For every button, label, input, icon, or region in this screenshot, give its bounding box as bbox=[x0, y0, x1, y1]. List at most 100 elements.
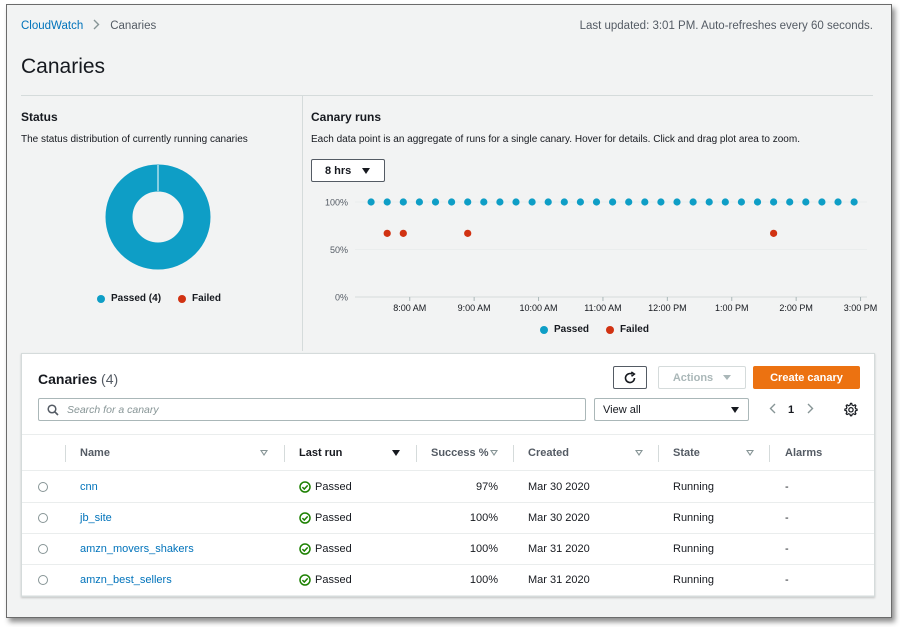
passed-data-point[interactable] bbox=[834, 198, 842, 206]
passed-data-point[interactable] bbox=[383, 198, 391, 206]
last-updated-text: Last updated: 3:01 PM. Auto-refreshes ev… bbox=[579, 20, 873, 32]
column-header-last-run[interactable]: Last run bbox=[299, 435, 342, 471]
passed-data-point[interactable] bbox=[415, 198, 424, 206]
sort-caret-icon[interactable] bbox=[746, 450, 754, 456]
column-divider bbox=[416, 445, 417, 462]
passed-data-point[interactable] bbox=[496, 198, 504, 206]
success-percent: 100% bbox=[469, 574, 498, 586]
passed-data-point[interactable] bbox=[609, 198, 617, 206]
passed-data-point[interactable] bbox=[753, 198, 762, 206]
column-divider bbox=[284, 445, 285, 462]
canary-name-link[interactable]: jb_site bbox=[80, 512, 112, 524]
legend-failed[interactable]: Failed bbox=[606, 324, 649, 335]
legend-failed[interactable]: Failed bbox=[178, 293, 221, 304]
passed-data-point[interactable] bbox=[544, 198, 552, 206]
x-tick-label: 10:00 AM bbox=[520, 303, 558, 313]
chevron-left-icon[interactable] bbox=[763, 401, 781, 418]
passed-data-point[interactable] bbox=[464, 198, 472, 206]
pagination: 1 bbox=[763, 398, 819, 421]
row-select-radio[interactable] bbox=[38, 513, 48, 523]
row-select-radio[interactable] bbox=[38, 544, 48, 554]
passed-data-point[interactable] bbox=[657, 198, 665, 206]
gear-icon[interactable] bbox=[843, 402, 858, 417]
canary-name-link[interactable]: amzn_best_sellers bbox=[80, 574, 172, 586]
chevron-right-icon[interactable] bbox=[801, 401, 819, 418]
passed-data-point[interactable] bbox=[770, 198, 778, 206]
x-tick-label: 12:00 PM bbox=[648, 303, 687, 313]
search-icon bbox=[47, 403, 59, 416]
breadcrumb-cloudwatch-link[interactable]: CloudWatch bbox=[21, 20, 84, 32]
column-divider bbox=[513, 445, 514, 462]
passed-data-point[interactable] bbox=[367, 198, 375, 206]
x-tick-label: 8:00 AM bbox=[393, 303, 426, 313]
passed-data-point[interactable] bbox=[818, 198, 826, 206]
legend-passed[interactable]: Passed bbox=[540, 324, 589, 335]
search-input[interactable]: Search for a canary bbox=[38, 398, 586, 421]
table-row[interactable]: amzn_best_sellers Passed 100% Mar 31 2020 Ru… bbox=[22, 565, 874, 596]
column-header-created[interactable]: Created bbox=[528, 435, 569, 471]
passed-data-point[interactable] bbox=[512, 198, 520, 206]
check-circle-icon bbox=[299, 481, 311, 493]
passed-data-point[interactable] bbox=[673, 198, 681, 206]
passed-data-point[interactable] bbox=[625, 198, 633, 206]
passed-data-point[interactable] bbox=[448, 198, 456, 206]
create-canary-button[interactable]: Create canary bbox=[753, 366, 860, 389]
table-row[interactable]: cnn Passed 97% Mar 30 2020 Running - bbox=[22, 472, 874, 503]
column-divider bbox=[769, 445, 770, 462]
table-count: (4) bbox=[101, 371, 119, 387]
row-select-radio[interactable] bbox=[38, 482, 48, 492]
failed-data-point[interactable] bbox=[399, 229, 407, 237]
app-window: CloudWatch Canaries Last updated: 3:01 P… bbox=[6, 4, 892, 618]
sort-caret-icon[interactable] bbox=[490, 450, 498, 456]
column-divider bbox=[658, 445, 659, 462]
top-bar: CloudWatch Canaries Last updated: 3:01 P… bbox=[21, 19, 873, 33]
passed-data-point[interactable] bbox=[576, 198, 585, 206]
x-tick-label: 3:00 PM bbox=[844, 303, 877, 313]
failed-data-point[interactable] bbox=[383, 229, 391, 237]
passed-data-point[interactable] bbox=[850, 198, 858, 206]
search-placeholder: Search for a canary bbox=[67, 403, 159, 416]
status-description: The status distribution of currently run… bbox=[21, 134, 248, 145]
canary-runs-chart[interactable]: 100% 50% 0% 8:00 AM 9:00 AM 10:00 AM 11:00 AM 1… bbox=[307, 185, 877, 320]
time-range-dropdown[interactable]: 8 hrs bbox=[311, 159, 385, 182]
passed-data-point[interactable] bbox=[786, 198, 794, 206]
status-donut-chart[interactable] bbox=[103, 162, 213, 272]
column-header-name[interactable]: Name bbox=[80, 435, 110, 471]
passed-data-point[interactable] bbox=[737, 198, 746, 206]
legend-passed[interactable]: Passed (4) bbox=[97, 293, 161, 304]
actions-dropdown[interactable]: Actions bbox=[658, 366, 746, 389]
refresh-button[interactable] bbox=[613, 366, 647, 389]
passed-data-point[interactable] bbox=[802, 198, 810, 206]
passed-data-point[interactable] bbox=[399, 198, 407, 206]
passed-data-point[interactable] bbox=[431, 198, 440, 206]
sort-caret-icon[interactable] bbox=[635, 450, 643, 456]
legend-failed-label: Failed bbox=[192, 293, 221, 304]
column-header-alarms[interactable]: Alarms bbox=[785, 435, 822, 471]
last-run-status: Passed bbox=[299, 534, 352, 564]
canary-name-link[interactable]: amzn_movers_shakers bbox=[80, 543, 194, 555]
page-number[interactable]: 1 bbox=[787, 403, 795, 416]
created-date: Mar 30 2020 bbox=[528, 512, 590, 524]
table-row[interactable]: amzn_movers_shakers Passed 100% Mar 31 2020… bbox=[22, 534, 874, 565]
passed-data-point[interactable] bbox=[705, 198, 713, 206]
failed-data-point[interactable] bbox=[464, 229, 472, 237]
divider bbox=[302, 95, 303, 351]
sort-descending-icon[interactable] bbox=[392, 450, 400, 456]
caret-down-icon bbox=[362, 167, 371, 174]
filter-select[interactable]: View all bbox=[594, 398, 749, 421]
passed-data-point[interactable] bbox=[689, 198, 697, 206]
passed-data-point[interactable] bbox=[721, 198, 729, 206]
canary-name-link[interactable]: cnn bbox=[80, 481, 98, 493]
passed-data-point[interactable] bbox=[560, 198, 568, 206]
failed-data-point[interactable] bbox=[770, 229, 778, 237]
passed-data-point[interactable] bbox=[528, 198, 536, 206]
passed-data-point[interactable] bbox=[480, 198, 488, 206]
table-row[interactable]: jb_site Passed 100% Mar 30 2020 Running - bbox=[22, 503, 874, 534]
column-header-state[interactable]: State bbox=[673, 435, 700, 471]
row-select-radio[interactable] bbox=[38, 575, 48, 585]
passed-data-point[interactable] bbox=[641, 198, 649, 206]
sort-caret-icon[interactable] bbox=[260, 450, 268, 456]
passed-data-point[interactable] bbox=[592, 198, 601, 206]
column-header-success[interactable]: Success % bbox=[431, 435, 488, 471]
legend-failed-label: Failed bbox=[620, 324, 649, 335]
